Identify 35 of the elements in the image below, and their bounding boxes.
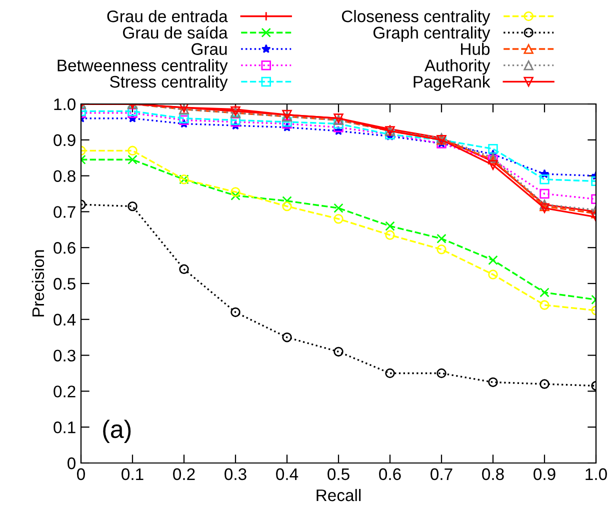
- x-tick-label: 0.3: [224, 468, 246, 480]
- y-tick-label: 0.7: [54, 206, 76, 218]
- x-tick-label: 0: [77, 468, 85, 480]
- x-tick-label: 0.2: [173, 468, 195, 480]
- y-tick-label: 0.1: [54, 422, 76, 434]
- legend-label: PageRank: [414, 75, 490, 92]
- y-tick-label: 0.4: [54, 314, 76, 326]
- x-tick-label: 0.6: [379, 468, 401, 480]
- x-tick-label: 1.0: [586, 468, 607, 480]
- y-tick-label: 0.9: [54, 134, 76, 146]
- legend-label: Hub: [461, 42, 490, 55]
- x-tick-label: 0.7: [430, 468, 452, 480]
- x-axis-title: Recall: [316, 488, 361, 502]
- legend-label: Closeness centrality: [342, 10, 490, 26]
- y-tick-label: 0: [68, 457, 76, 470]
- legend-label: Grau: [192, 43, 227, 55]
- legend-label: Authority: [424, 59, 490, 75]
- x-tick-label: 0.5: [328, 468, 350, 480]
- y-tick-label: 1.0: [54, 98, 76, 110]
- y-tick-label: 0.2: [54, 386, 76, 398]
- x-tick-label: 0.1: [122, 468, 144, 480]
- legend-label: Grau de saída: [123, 26, 228, 39]
- y-tick-label: 0.8: [54, 170, 76, 182]
- y-tick-label: 0.5: [54, 278, 76, 290]
- y-axis-title: Precision: [32, 250, 44, 316]
- annotation: (a): [103, 420, 131, 444]
- x-tick-label: 0.8: [482, 468, 504, 480]
- legend-label: Grau de entrada: [107, 10, 228, 22]
- y-tick-label: 0.6: [54, 242, 76, 254]
- legend-label: Graph centrality: [373, 26, 490, 42]
- x-tick-label: 0.9: [534, 468, 556, 480]
- x-tick-label: 0.4: [276, 468, 298, 480]
- legend-label: Stress centrality: [110, 75, 228, 92]
- y-tick-label: 0.3: [54, 350, 76, 362]
- legend-label: Betweenness centrality: [58, 59, 228, 75]
